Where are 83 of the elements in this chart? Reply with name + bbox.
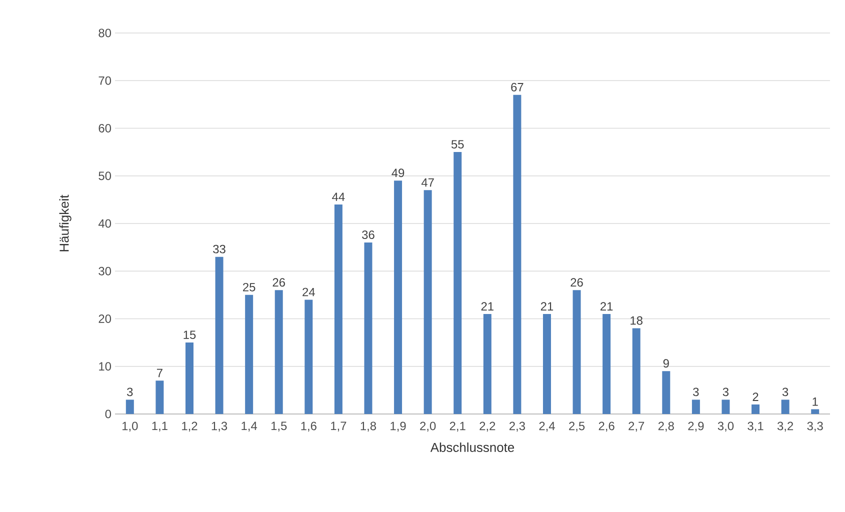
bar — [662, 371, 670, 414]
bar — [513, 94, 522, 414]
y-tick-label: 20 — [98, 314, 112, 323]
x-tick-label: 1,8 — [360, 422, 376, 432]
data-label: 26 — [570, 278, 583, 287]
data-label: 26 — [272, 278, 285, 287]
x-tick-label: 1,0 — [122, 422, 138, 432]
bar — [156, 380, 164, 414]
x-tick-label: 1,9 — [390, 422, 406, 432]
x-tick-label: 1,5 — [271, 422, 287, 432]
x-tick-label: 1,6 — [301, 422, 316, 432]
x-tick-label: 2,8 — [658, 422, 674, 432]
bar — [274, 290, 283, 414]
x-tick-label: 1,1 — [152, 422, 168, 432]
data-label: 21 — [540, 302, 554, 310]
y-tick-label: 0 — [105, 410, 112, 418]
data-label: 7 — [156, 368, 162, 378]
data-label: 55 — [451, 140, 464, 149]
bar — [245, 294, 254, 414]
data-label: 3 — [782, 388, 788, 396]
bar — [364, 242, 372, 414]
x-tick-label: 2,6 — [598, 422, 614, 432]
x-tick-label: 2,3 — [509, 422, 525, 432]
x-tick-label: 2,2 — [480, 422, 496, 432]
bar — [394, 180, 402, 414]
data-label: 24 — [302, 288, 315, 296]
x-tick-label: 3,0 — [718, 422, 734, 432]
bar — [185, 342, 194, 414]
x-tick-label: 2,1 — [450, 422, 466, 432]
data-label: 36 — [362, 230, 374, 240]
data-label: 25 — [243, 282, 256, 292]
y-tick-label: 60 — [98, 124, 112, 132]
y-tick-label: 30 — [98, 266, 112, 276]
bar — [692, 400, 700, 414]
data-label: 33 — [213, 244, 226, 254]
bar — [811, 409, 820, 414]
bar — [781, 400, 790, 414]
data-label: 3 — [127, 388, 133, 396]
x-tick-label: 2,4 — [539, 422, 555, 432]
data-label: 18 — [630, 316, 642, 325]
data-label: 49 — [392, 168, 404, 178]
x-axis-title: Abschlussnote — [430, 442, 514, 452]
x-tick-label: 3,1 — [748, 422, 764, 432]
bar — [483, 314, 492, 414]
bar — [126, 400, 134, 414]
y-axis-title: Häufigkeit — [59, 194, 72, 252]
bar — [752, 404, 760, 414]
bar — [215, 256, 224, 414]
data-label: 9 — [663, 359, 669, 368]
x-tick-label: 2,7 — [628, 422, 644, 432]
x-tick-label: 3,3 — [807, 422, 823, 432]
bar — [602, 314, 611, 414]
data-label: 21 — [600, 302, 613, 310]
x-tick-label: 1,2 — [182, 422, 198, 432]
y-tick-label: 50 — [98, 172, 112, 180]
x-tick-label: 2,0 — [420, 422, 436, 432]
bar — [424, 190, 432, 414]
data-label: 2 — [752, 392, 758, 401]
bar — [334, 204, 342, 414]
y-tick-label: 70 — [98, 76, 112, 85]
data-label: 3 — [693, 388, 699, 396]
y-tick-label: 80 — [98, 28, 112, 38]
data-label: 3 — [722, 388, 729, 396]
bar — [542, 314, 551, 414]
bar — [304, 300, 313, 414]
x-tick-label: 1,3 — [212, 422, 228, 432]
x-tick-label: 2,9 — [688, 422, 704, 432]
x-tick-label: 1,7 — [331, 422, 346, 432]
x-tick-label: 2,5 — [569, 422, 585, 432]
data-label: 44 — [332, 192, 345, 201]
y-tick-label: 40 — [98, 219, 112, 228]
data-label: 67 — [511, 82, 524, 92]
x-tick-label: 1,4 — [242, 422, 258, 432]
y-tick-label: 10 — [99, 362, 112, 371]
data-label: 47 — [421, 178, 434, 187]
data-label: 21 — [481, 302, 494, 310]
x-tick-label: 3,2 — [777, 422, 794, 432]
bar — [572, 290, 581, 414]
data-label: 1 — [812, 397, 818, 406]
bar — [632, 328, 640, 414]
bar — [722, 400, 730, 414]
bar — [454, 152, 462, 414]
data-label: 15 — [184, 330, 196, 340]
